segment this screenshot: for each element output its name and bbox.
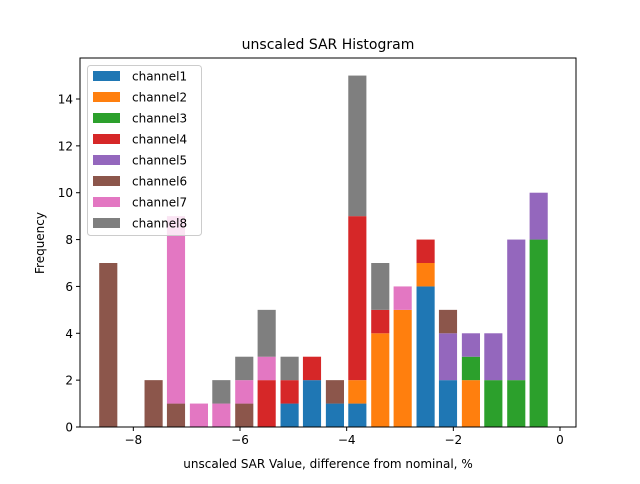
- y-tick-label: 10: [58, 186, 73, 200]
- bar-channel1-bin-10: [348, 403, 367, 427]
- bar-channel1-bin-7: [280, 403, 299, 427]
- bar-channel7-bin-12: [393, 286, 412, 310]
- x-tick-label: 0: [556, 433, 564, 447]
- legend-label-channel6: channel6: [132, 175, 187, 189]
- bars-layer: [99, 75, 548, 427]
- legend-swatch-channel8: [93, 218, 120, 228]
- bar-channel2-bin-10: [348, 380, 367, 404]
- bar-channel6-bin-2: [166, 403, 186, 427]
- bar-channel5-bin-14: [438, 333, 458, 381]
- bar-channel5-bin-15: [461, 333, 480, 357]
- y-axis: 0 2 4 6 8 10 12 14: [58, 93, 80, 435]
- y-tick-label: 8: [65, 233, 73, 247]
- bar-channel6-bin-14: [438, 309, 458, 334]
- bar-channel4-bin-10: [348, 216, 367, 381]
- y-tick-label: 14: [58, 93, 73, 107]
- y-tick-label: 2: [65, 374, 73, 388]
- bar-channel4-bin-13: [416, 239, 435, 263]
- legend-label-channel2: channel2: [132, 91, 187, 105]
- bar-channel8-bin-10: [348, 75, 367, 217]
- bar-channel7-bin-5: [235, 380, 254, 404]
- x-tick-label: −4: [338, 433, 356, 447]
- legend-frame: [87, 65, 202, 236]
- legend-swatch-channel7: [93, 197, 120, 207]
- bar-channel8-bin-4: [212, 380, 231, 404]
- bar-channel8-bin-7: [280, 356, 299, 381]
- y-tick-label: 6: [65, 280, 73, 294]
- bar-channel3-bin-16: [484, 380, 503, 427]
- legend-swatch-channel4: [93, 134, 120, 144]
- legend-swatch-channel5: [93, 155, 120, 165]
- bar-channel8-bin-6: [257, 309, 276, 357]
- legend-label-channel5: channel5: [132, 154, 187, 168]
- legend-label-channel7: channel7: [132, 196, 187, 210]
- bar-channel6-bin-0: [99, 263, 118, 427]
- x-axis-label: unscaled SAR Value, difference from nomi…: [183, 457, 472, 471]
- legend-label-channel8: channel8: [132, 217, 187, 231]
- bar-channel8-bin-5: [235, 356, 254, 381]
- bar-channel2-bin-11: [371, 333, 390, 427]
- legend-label-channel4: channel4: [132, 133, 187, 147]
- y-axis-label: Frequency: [33, 212, 47, 274]
- bar-channel1-bin-13: [416, 286, 435, 427]
- bar-channel8-bin-11: [371, 263, 390, 310]
- bar-channel4-bin-6: [257, 380, 276, 427]
- bar-channel1-bin-9: [325, 403, 344, 427]
- x-tick-label: −8: [124, 433, 142, 447]
- bar-channel2-bin-12: [393, 309, 412, 427]
- chart-title: unscaled SAR Histogram: [242, 37, 415, 53]
- bar-channel5-bin-16: [484, 333, 503, 381]
- bar-channel3-bin-15: [461, 356, 480, 381]
- bar-channel4-bin-11: [371, 309, 390, 334]
- bar-channel6-bin-9: [325, 380, 344, 404]
- y-tick-label: 0: [65, 421, 73, 435]
- bar-channel6-bin-5: [235, 403, 254, 427]
- bar-channel4-bin-7: [280, 380, 299, 404]
- bar-channel1-bin-8: [302, 380, 322, 427]
- y-tick-label: 4: [65, 327, 73, 341]
- bar-channel5-bin-17: [507, 239, 526, 381]
- x-axis: −8 −6 −4 −2 0: [124, 427, 564, 447]
- legend-swatch-channel1: [93, 71, 120, 81]
- x-tick-label: −2: [444, 433, 462, 447]
- y-tick-label: 12: [58, 139, 73, 153]
- legend-label-channel3: channel3: [132, 112, 187, 126]
- bar-channel4-bin-8: [302, 356, 322, 381]
- bar-channel2-bin-13: [416, 263, 435, 287]
- bar-channel5-bin-18: [529, 192, 548, 240]
- plot-frame: [79, 57, 577, 428]
- bar-channel6-bin-1: [144, 380, 163, 427]
- bar-channel3-bin-18: [529, 239, 548, 427]
- bar-channel7-bin-3: [189, 403, 208, 427]
- legend-swatch-channel3: [93, 113, 120, 123]
- bar-channel7-bin-4: [212, 403, 231, 427]
- legend: channel1 channel2 channel3 channel4 channel5…: [87, 65, 202, 236]
- bar-channel7-bin-2: [166, 216, 186, 404]
- bar-channel7-bin-6: [257, 356, 276, 381]
- bar-channel3-bin-17: [507, 380, 526, 427]
- x-tick-label: −6: [231, 433, 249, 447]
- legend-swatch-channel6: [93, 176, 120, 186]
- legend-label-channel1: channel1: [132, 70, 187, 84]
- bar-channel1-bin-14: [438, 380, 458, 427]
- legend-swatch-channel2: [93, 92, 120, 102]
- bar-channel2-bin-15: [461, 380, 480, 427]
